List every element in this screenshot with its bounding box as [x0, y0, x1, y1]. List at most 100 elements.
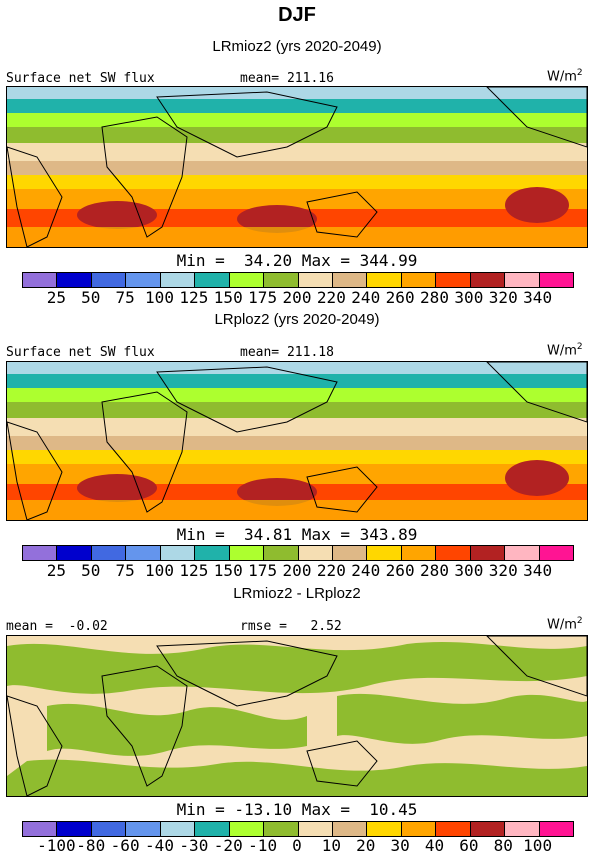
panel-1-colorbar — [22, 272, 574, 288]
polar-band — [7, 362, 587, 374]
north-america-outline — [486, 87, 587, 148]
colorbar-tick-label: 175 — [248, 288, 278, 307]
colorbar-tick-label: 300 — [454, 561, 484, 580]
colorbar-tick-label: 340 — [523, 561, 553, 580]
colorbar-tick-label: 125 — [179, 561, 209, 580]
colorbar-tick-label: -60 — [110, 836, 140, 855]
colorbar-tick-label: 300 — [454, 288, 484, 307]
colorbar-tick-label: 125 — [179, 288, 209, 307]
panel-2-map — [6, 361, 588, 521]
colorbar-tick-label: 260 — [385, 288, 415, 307]
south-america-outline — [7, 421, 63, 520]
panel-1-minmax: Min = 34.20 Max = 344.99 — [176, 251, 418, 270]
panel-2-unit: W/m2 — [547, 342, 583, 359]
band-220 — [7, 143, 587, 161]
colorbar-tick-label: 320 — [488, 288, 518, 307]
colorbar-tick-label: 25 — [46, 288, 67, 307]
max-region-indian — [237, 478, 317, 506]
africa-outline — [101, 665, 188, 787]
diff-region-tropics-west — [47, 703, 307, 756]
colorbar-tick-label: -40 — [145, 836, 174, 855]
colorbar-tick-label: 40 — [424, 836, 445, 855]
panel-1-map — [6, 86, 588, 248]
panel-3-map — [6, 635, 588, 797]
band-260 — [7, 450, 587, 464]
panel-1-unit: W/m2 — [547, 68, 583, 85]
band-280 — [7, 189, 587, 209]
eurasia-outline — [156, 366, 338, 433]
band-200 — [7, 402, 587, 418]
colorbar-tick-label: -10 — [248, 836, 278, 855]
max-region-pacific — [505, 460, 569, 496]
max-region-indian — [237, 205, 317, 233]
colorbar-tick-label: -100 — [37, 836, 76, 855]
colorbar-tick-label: 100 — [523, 836, 553, 855]
diff-region-south — [7, 759, 587, 796]
panel-1-variable-label: Surface net SW flux — [6, 71, 155, 86]
australia-outline — [306, 466, 378, 513]
band-260 — [7, 175, 587, 189]
diff-region-north — [7, 642, 587, 694]
south-america-outline — [7, 146, 63, 247]
band-200 — [7, 127, 587, 143]
colorbar-tick-label: -30 — [179, 836, 209, 855]
band-220 — [7, 418, 587, 436]
polar-band — [7, 87, 587, 99]
colorbar-tick-label: 340 — [523, 288, 553, 307]
panel-2-title: LRploz2 (yrs 2020-2049) — [214, 311, 380, 328]
south-band — [7, 227, 587, 247]
colorbar-tick-label: 60 — [459, 836, 479, 855]
north-america-outline — [486, 636, 587, 697]
australia-outline — [306, 191, 378, 238]
colorbar-tick-label: 100 — [145, 288, 174, 307]
figure-title: DJF — [278, 4, 316, 26]
max-region-atlantic — [77, 201, 157, 229]
band-280 — [7, 464, 587, 484]
colorbar-tick-label: 50 — [81, 288, 101, 307]
max-region-atlantic — [77, 474, 157, 502]
panel-1-colorbar-ticks: 25 50 75 100 125 150 175 200 220 240 260 280 300 320 3… — [22, 288, 572, 307]
africa-outline — [101, 116, 188, 238]
panel-3-title: LRmioz2 - LRploz2 — [233, 585, 361, 602]
panel-2-minmax: Min = 34.81 Max = 343.89 — [176, 525, 418, 544]
colorbar-tick-label: 80 — [493, 836, 513, 855]
south-america-outline — [7, 695, 63, 796]
difference-map — [7, 636, 587, 796]
panel-3-mean-label: mean = -0.02 — [6, 619, 108, 634]
north-america-outline — [486, 362, 587, 423]
band-240 — [7, 161, 587, 175]
sw-flux-map-1 — [7, 87, 587, 247]
panel-2-mean-label: mean= 211.18 — [240, 345, 334, 360]
colorbar-tick-label: 50 — [81, 561, 101, 580]
australia-outline — [306, 740, 378, 787]
diff-region-tropics-east — [337, 693, 587, 744]
colorbar-tick-label: 75 — [115, 561, 135, 580]
colorbar-tick-label: 20 — [356, 836, 376, 855]
colorbar-tick-label: 320 — [488, 561, 518, 580]
band-240 — [7, 436, 587, 450]
band-175 — [7, 388, 587, 402]
colorbar-tick-label: 0 — [292, 836, 302, 855]
colorbar-tick-label: 200 — [282, 561, 312, 580]
colorbar-tick-label: 280 — [420, 561, 449, 580]
sw-flux-map-2 — [7, 362, 587, 520]
colorbar-tick-label: 175 — [248, 561, 278, 580]
colorbar-tick-label: 100 — [145, 561, 174, 580]
colorbar-tick-label: 240 — [351, 561, 381, 580]
south-band — [7, 500, 587, 520]
panel-1-mean-label: mean= 211.16 — [240, 71, 334, 86]
colorbar-tick-label: 25 — [46, 561, 67, 580]
africa-outline — [101, 391, 188, 513]
panel-2-colorbar — [22, 545, 574, 561]
colorbar-tick-label: 220 — [316, 288, 346, 307]
panel-3-minmax: Min = -13.10 Max = 10.45 — [176, 800, 418, 819]
colorbar-tick-label: 280 — [420, 288, 449, 307]
max-region-pacific — [505, 187, 569, 223]
colorbar-tick-label: -20 — [213, 836, 243, 855]
panel-3-colorbar — [22, 821, 574, 837]
band-150 — [7, 374, 587, 388]
panel-2-variable-label: Surface net SW flux — [6, 345, 155, 360]
colorbar-tick-label: 240 — [351, 288, 381, 307]
colorbar-tick-label: 150 — [213, 288, 243, 307]
eurasia-outline — [156, 640, 338, 707]
